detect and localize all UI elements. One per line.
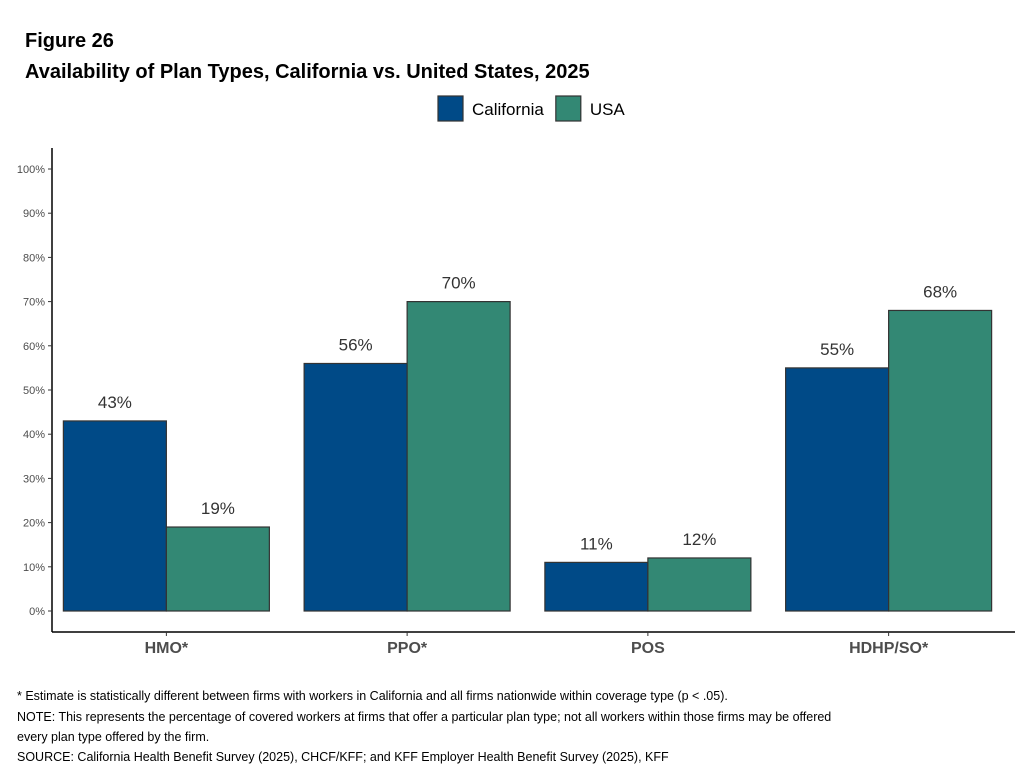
- bar-usa: [888, 309, 993, 612]
- bar-chart: 0% 10% 20% 30% 40% 50% 60% 70% 80% 90% 100% HMO* 43%…: [17, 95, 1015, 657]
- y-tick-label: 80%: [23, 252, 45, 264]
- y-tick-label: 70%: [23, 297, 45, 309]
- y-tick-label: 100%: [17, 164, 45, 176]
- chart-title: Availability of Plan Types, California v…: [25, 61, 590, 83]
- legend-label-usa: USA: [590, 100, 626, 119]
- data-label: 56%: [339, 335, 373, 354]
- data-label: 11%: [580, 534, 613, 553]
- footnote-source: SOURCE: California Health Benefit Survey…: [17, 750, 669, 764]
- figure-label: Figure 26: [25, 30, 114, 52]
- y-tick-label: 90%: [23, 208, 45, 220]
- footnote-significance: * Estimate is statistically different be…: [17, 689, 728, 703]
- y-tick-label: 10%: [23, 562, 45, 574]
- y-tick-label: 50%: [23, 385, 45, 397]
- bar-usa: [647, 557, 752, 612]
- data-label: 55%: [820, 340, 854, 359]
- y-tick-label: 0%: [29, 606, 45, 618]
- legend-swatch-usa: [555, 95, 582, 122]
- x-tick-label: HDHP/SO*: [849, 640, 929, 657]
- footnote-note-cont: every plan type offered by the firm.: [17, 730, 210, 744]
- legend-swatch-california: [437, 95, 464, 122]
- y-tick-label: 40%: [23, 429, 45, 441]
- bar-california: [303, 362, 408, 612]
- bar-california: [62, 420, 167, 612]
- bar-usa: [406, 301, 511, 612]
- y-tick-label: 20%: [23, 518, 45, 530]
- bar-california: [785, 367, 890, 612]
- bar-usa: [165, 526, 270, 612]
- footnote-note: NOTE: This represents the percentage of …: [17, 710, 832, 724]
- data-label: 68%: [923, 282, 957, 301]
- x-tick-label: POS: [631, 640, 665, 657]
- y-tick-label: 60%: [23, 341, 45, 353]
- x-tick-label: HMO*: [145, 640, 189, 657]
- x-tick-label: PPO*: [387, 640, 428, 657]
- data-label: 70%: [442, 274, 476, 293]
- data-label: 12%: [682, 530, 716, 549]
- bar-california: [544, 561, 649, 612]
- data-label: 19%: [201, 499, 235, 518]
- legend-label-california: California: [472, 100, 544, 119]
- y-tick-label: 30%: [23, 473, 45, 485]
- data-label: 43%: [98, 393, 132, 412]
